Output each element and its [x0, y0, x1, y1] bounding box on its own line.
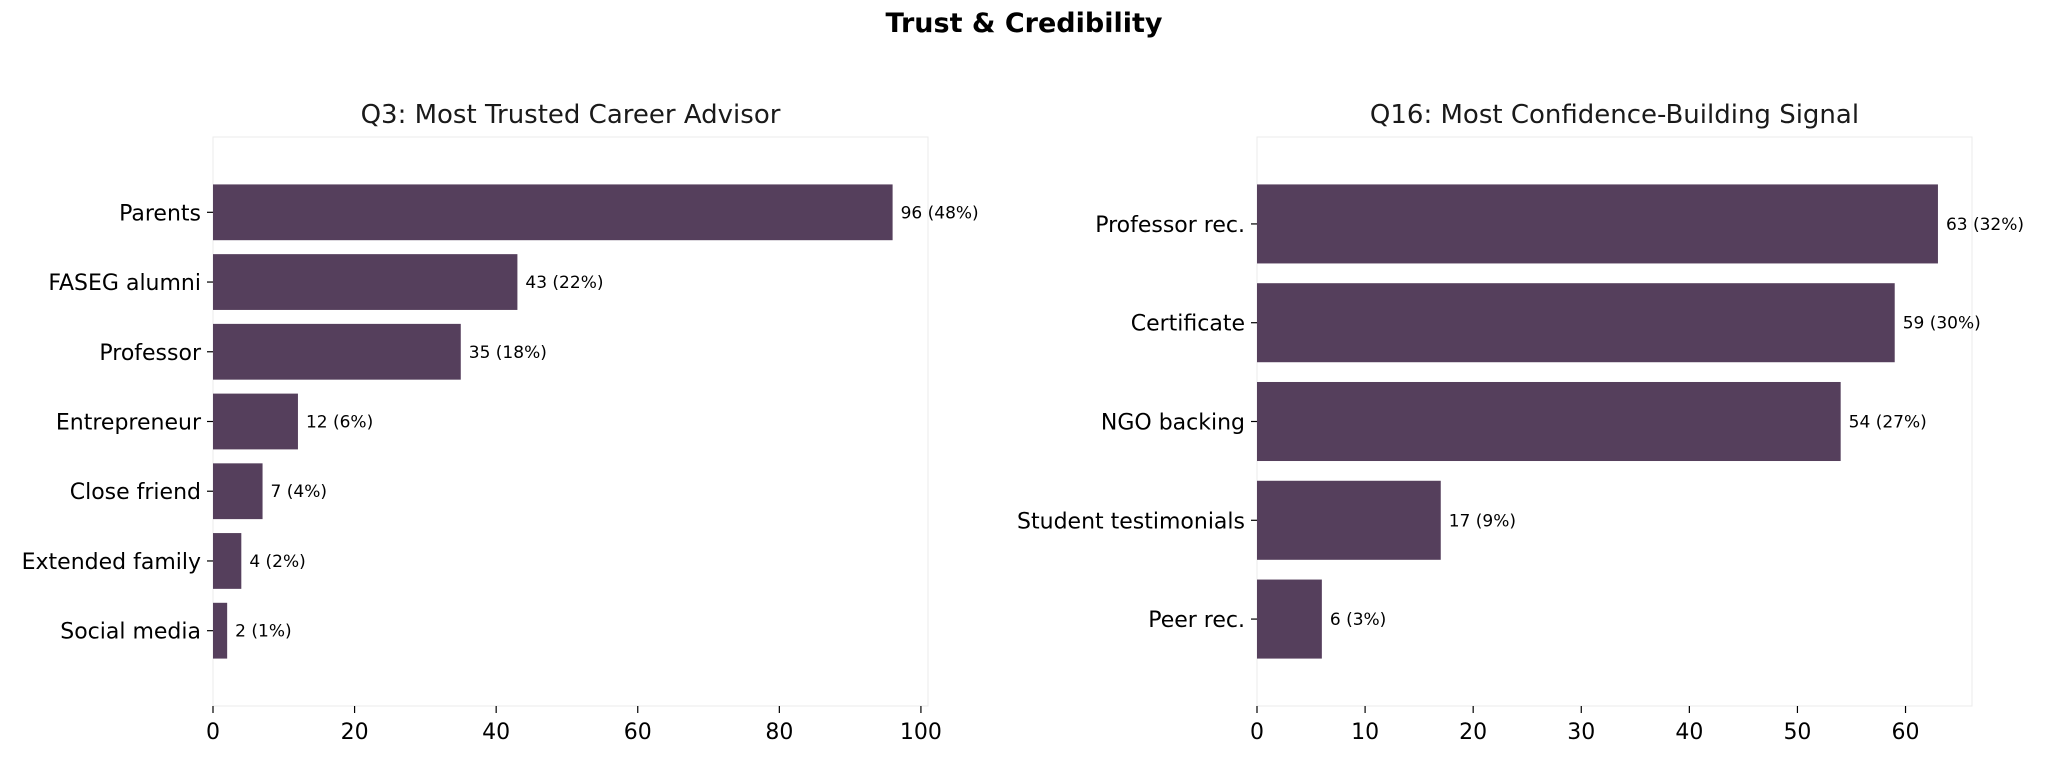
category-label: Social media	[60, 620, 201, 645]
x-tick-label: 20	[1459, 720, 1487, 745]
category-label: Professor	[99, 341, 202, 366]
category-label: Peer rec.	[1148, 608, 1245, 633]
chart-1: Q3: Most Trusted Career Advisor Parents 96…	[22, 100, 979, 745]
x-tick-label: 40	[1675, 720, 1703, 745]
data-label: 12 (6%)	[306, 413, 373, 433]
x-tick-label: 20	[341, 720, 369, 745]
category-label: NGO backing	[1101, 411, 1245, 436]
x-tick-label: 80	[765, 720, 793, 745]
bar	[213, 393, 298, 450]
data-label: 96 (48%)	[901, 203, 979, 223]
chart-title: Q16: Most Confidence-Building Signal	[1370, 100, 1859, 130]
bar	[213, 323, 461, 380]
x-tick-label: 40	[482, 720, 510, 745]
data-label: 6 (3%)	[1330, 610, 1386, 630]
bar	[1257, 579, 1322, 659]
data-label: 63 (32%)	[1946, 215, 2024, 235]
chart-title: Q3: Most Trusted Career Advisor	[361, 100, 781, 130]
bar	[213, 184, 893, 241]
bar	[1257, 480, 1441, 560]
category-label: Close friend	[70, 480, 201, 505]
category-label: Parents	[119, 201, 201, 226]
category-label: Certificate	[1131, 312, 1245, 337]
data-label: 7 (4%)	[271, 482, 327, 502]
x-tick-label: 100	[900, 720, 942, 745]
bar	[213, 533, 242, 589]
bar	[1257, 283, 1895, 363]
x-tick-label: 10	[1351, 720, 1379, 745]
x-tick-label: 0	[1250, 720, 1264, 745]
bar	[1257, 184, 1938, 264]
category-label: FASEG alumni	[48, 271, 201, 296]
data-label: 17 (9%)	[1449, 511, 1516, 531]
x-tick-label: 0	[206, 720, 220, 745]
x-tick-label: 50	[1783, 720, 1811, 745]
x-tick-label: 60	[624, 720, 652, 745]
x-tick-label: 30	[1567, 720, 1595, 745]
category-label: Extended family	[22, 550, 201, 575]
data-label: 54 (27%)	[1849, 413, 1927, 433]
data-label: 35 (18%)	[469, 343, 547, 363]
category-label: Student testimonials	[1017, 509, 1245, 534]
category-label: Professor rec.	[1095, 213, 1245, 238]
data-label: 59 (30%)	[1903, 314, 1981, 334]
bar	[213, 254, 518, 310]
bar	[213, 463, 263, 520]
bar	[1257, 381, 1841, 462]
data-label: 2 (1%)	[235, 622, 291, 642]
figure-title: Trust & Credibility	[885, 8, 1163, 39]
data-label: 43 (22%)	[525, 273, 603, 293]
category-label: Entrepreneur	[56, 411, 202, 436]
data-label: 4 (2%)	[249, 552, 305, 572]
chart-2: Q16: Most Confidence-Building Signal Prof…	[1017, 100, 2024, 745]
x-tick-label: 60	[1892, 720, 1920, 745]
bar	[213, 602, 228, 659]
